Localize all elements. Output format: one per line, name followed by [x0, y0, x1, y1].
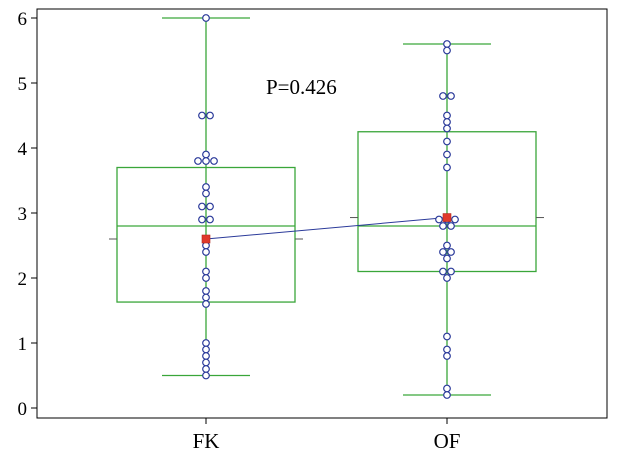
data-point — [210, 157, 218, 165]
data-point — [443, 384, 451, 393]
data-point — [194, 157, 202, 165]
data-point — [198, 202, 206, 211]
data-point — [443, 111, 451, 120]
data-point — [202, 358, 210, 367]
data-point — [202, 293, 210, 302]
data-point — [202, 300, 210, 308]
data-point — [439, 267, 447, 276]
data-point — [443, 118, 451, 126]
y-tick-label: 3 — [18, 204, 28, 225]
data-point — [451, 215, 459, 224]
x-category-label: FK — [193, 429, 220, 453]
y-tick-label: 6 — [18, 9, 28, 30]
data-point — [202, 267, 210, 276]
data-point — [439, 92, 447, 100]
data-point — [447, 267, 455, 276]
plot-marks — [109, 14, 544, 399]
data-point — [443, 274, 451, 282]
data-point — [198, 215, 206, 224]
data-point — [202, 274, 210, 282]
data-point — [443, 254, 451, 263]
plot-area-frame — [36, 8, 608, 419]
data-point — [202, 14, 210, 22]
data-point — [447, 222, 455, 230]
data-point — [447, 92, 455, 100]
data-point — [443, 163, 451, 172]
data-point — [443, 391, 451, 399]
data-point — [202, 248, 210, 256]
mean-marker — [201, 234, 211, 244]
mean-connector-line — [205, 217, 448, 240]
data-point — [447, 248, 455, 256]
data-point — [443, 150, 451, 159]
data-point — [206, 215, 214, 224]
x-axis: FK OF — [193, 418, 461, 453]
data-point — [443, 352, 451, 360]
data-point — [435, 215, 443, 224]
y-tick-label: 2 — [18, 269, 28, 290]
y-tick-label: 5 — [18, 74, 28, 95]
data-point — [202, 371, 210, 380]
data-point — [202, 189, 210, 198]
data-point — [198, 111, 206, 120]
data-point — [443, 46, 451, 55]
y-tick-label: 4 — [18, 139, 28, 160]
data-point — [443, 40, 451, 48]
data-point — [202, 287, 210, 295]
data-point — [439, 222, 447, 230]
data-point — [202, 150, 210, 159]
x-category-label: OF — [434, 429, 461, 453]
p-value-annotation: P=0.426 — [266, 75, 337, 99]
data-point — [443, 124, 451, 133]
data-point — [206, 202, 214, 211]
data-point — [202, 339, 210, 347]
y-tick-label: 0 — [18, 399, 28, 420]
data-point — [443, 345, 451, 354]
data-point — [202, 352, 210, 360]
data-point — [439, 248, 447, 256]
data-point — [443, 137, 451, 146]
data-point — [443, 241, 451, 250]
y-axis: 0 1 2 3 4 5 6 — [18, 9, 37, 420]
mean-marker — [442, 213, 452, 222]
data-point — [202, 183, 210, 191]
data-point — [206, 111, 214, 120]
data-point — [202, 345, 210, 354]
data-point — [443, 332, 451, 341]
data-point — [202, 365, 210, 373]
data-point — [202, 157, 210, 165]
y-tick-label: 1 — [18, 334, 28, 355]
